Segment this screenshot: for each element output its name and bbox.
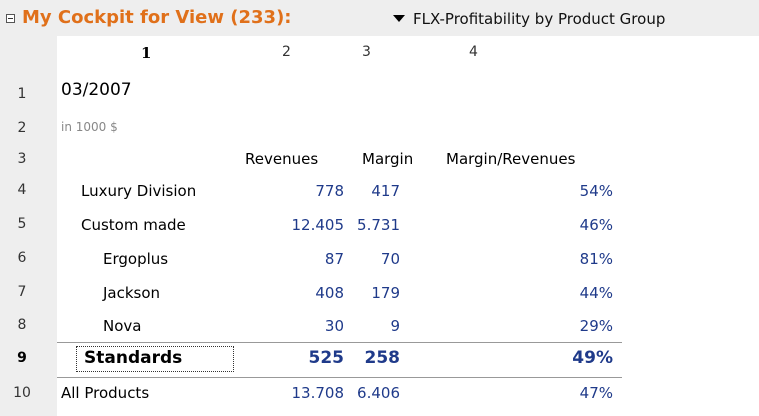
ratio-value: 54%: [579, 182, 613, 200]
row-label[interactable]: Nova: [103, 317, 142, 335]
title-bar: My Cockpit for View (233): FLX-Profitabi…: [0, 0, 759, 36]
dropdown-arrow-icon[interactable]: [393, 15, 405, 22]
row-label[interactable]: Ergoplus: [103, 250, 169, 268]
column-header-3[interactable]: 3: [362, 44, 371, 60]
row-separator: [57, 342, 622, 343]
header-margin-revenues: Margin/Revenues: [446, 150, 576, 168]
row-number[interactable]: 10: [13, 385, 31, 401]
revenues-value: 87: [324, 250, 344, 268]
revenues-value: 408: [315, 284, 344, 302]
ratio-value: 47%: [579, 384, 613, 402]
unit-label: in 1000 $: [61, 120, 118, 134]
row-number[interactable]: 2: [17, 120, 27, 136]
row-label[interactable]: All Products: [61, 384, 150, 402]
margin-value: 5.731: [357, 216, 400, 234]
ratio-value: 29%: [579, 317, 613, 335]
revenues-value: 525: [308, 348, 345, 368]
period-date: 03/2007: [61, 80, 132, 100]
row-label[interactable]: Custom made: [81, 216, 186, 234]
focus-indicator: [76, 346, 234, 372]
row-number[interactable]: 9: [17, 350, 27, 366]
ratio-value: 44%: [579, 284, 613, 302]
revenues-value: 30: [324, 317, 344, 335]
row-number[interactable]: 3: [17, 151, 27, 167]
revenues-value: 778: [315, 182, 344, 200]
row-label[interactable]: Jackson: [103, 284, 161, 302]
row-number[interactable]: 1: [17, 86, 27, 102]
revenues-value: 13.708: [291, 384, 345, 402]
revenues-value: 12.405: [291, 216, 345, 234]
row-number[interactable]: 5: [17, 216, 27, 232]
column-header-strip: [0, 36, 759, 66]
ratio-value: 46%: [579, 216, 613, 234]
row-header-strip: [0, 36, 57, 416]
row-label-standards[interactable]: Standards: [84, 348, 183, 368]
row-label[interactable]: Luxury Division: [81, 182, 197, 200]
header-margin: Margin: [362, 150, 414, 168]
margin-value: 70: [380, 250, 400, 268]
column-header-1[interactable]: 1: [141, 44, 152, 62]
ratio-value: 81%: [579, 250, 613, 268]
column-header-2[interactable]: 2: [282, 44, 291, 60]
margin-value: 6.406: [357, 384, 400, 402]
margin-value: 258: [364, 348, 401, 368]
margin-value: 179: [371, 284, 400, 302]
row-number[interactable]: 4: [17, 182, 27, 198]
row-number[interactable]: 7: [17, 284, 27, 300]
cockpit-title: My Cockpit for View (233):: [22, 7, 292, 28]
row-number[interactable]: 8: [17, 317, 27, 333]
row-number[interactable]: 6: [17, 250, 27, 266]
margin-value: 9: [390, 317, 400, 335]
column-header-4[interactable]: 4: [469, 44, 478, 60]
collapse-icon[interactable]: [6, 14, 15, 23]
margin-value: 417: [371, 182, 400, 200]
ratio-value: 49%: [572, 348, 613, 368]
row-separator: [57, 377, 622, 378]
header-revenues: Revenues: [245, 150, 319, 168]
view-selector[interactable]: FLX-Profitability by Product Group: [413, 10, 666, 28]
